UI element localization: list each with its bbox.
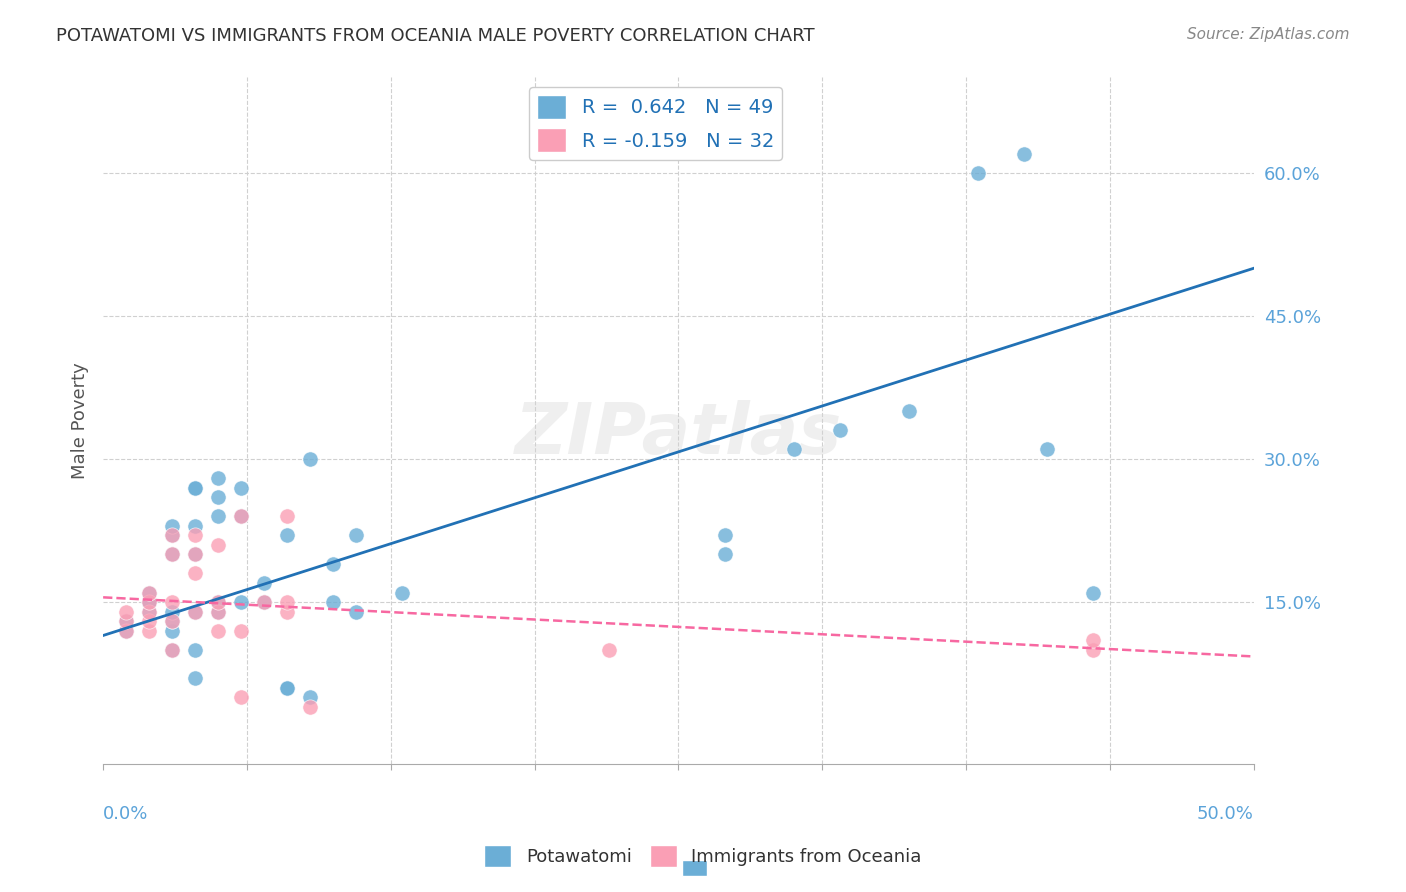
- Point: [231, 624, 253, 638]
- Text: 50.0%: 50.0%: [1197, 805, 1254, 823]
- Point: [160, 548, 183, 562]
- Point: [713, 528, 735, 542]
- Point: [344, 528, 367, 542]
- Point: [160, 605, 183, 619]
- Point: [160, 548, 183, 562]
- Point: [231, 481, 253, 495]
- Point: [276, 528, 298, 542]
- Point: [184, 605, 207, 619]
- Point: [138, 605, 160, 619]
- Point: [253, 576, 276, 591]
- Point: [253, 595, 276, 609]
- Point: [1081, 633, 1104, 648]
- Point: [322, 557, 344, 571]
- Point: [207, 490, 229, 504]
- Point: [115, 614, 138, 628]
- Point: [184, 605, 207, 619]
- Point: [299, 700, 322, 714]
- Point: [184, 518, 207, 533]
- Text: ZIPatlas: ZIPatlas: [515, 401, 842, 469]
- Point: [138, 595, 160, 609]
- Point: [1012, 146, 1035, 161]
- Point: [184, 548, 207, 562]
- Point: [160, 642, 183, 657]
- Point: [344, 605, 367, 619]
- Point: [1081, 585, 1104, 599]
- Point: [253, 595, 276, 609]
- Point: [897, 404, 920, 418]
- Point: [276, 595, 298, 609]
- Legend: R =  0.642   N = 49, R = -0.159   N = 32: R = 0.642 N = 49, R = -0.159 N = 32: [529, 87, 782, 160]
- Point: [598, 642, 620, 657]
- Point: [299, 690, 322, 705]
- Legend: Potawatomi, Immigrants from Oceania: Potawatomi, Immigrants from Oceania: [477, 838, 929, 874]
- Y-axis label: Male Poverty: Male Poverty: [72, 362, 89, 479]
- Point: [322, 595, 344, 609]
- Point: [115, 624, 138, 638]
- Point: [184, 672, 207, 686]
- Point: [207, 595, 229, 609]
- Point: [160, 528, 183, 542]
- Point: [160, 624, 183, 638]
- Point: [138, 585, 160, 599]
- Point: [276, 681, 298, 695]
- Point: [160, 528, 183, 542]
- Point: [138, 624, 160, 638]
- Point: [231, 509, 253, 524]
- Point: [966, 166, 988, 180]
- Point: [207, 605, 229, 619]
- Point: [276, 509, 298, 524]
- Point: [299, 452, 322, 467]
- Point: [138, 585, 160, 599]
- Point: [1035, 442, 1057, 457]
- Point: [828, 424, 851, 438]
- Point: [231, 509, 253, 524]
- Point: [115, 624, 138, 638]
- Point: [115, 605, 138, 619]
- Text: 0.0%: 0.0%: [103, 805, 149, 823]
- Point: [138, 605, 160, 619]
- Point: [184, 566, 207, 581]
- Point: [184, 528, 207, 542]
- Point: [231, 690, 253, 705]
- Point: [1081, 642, 1104, 657]
- Point: [160, 642, 183, 657]
- Text: POTAWATOMI VS IMMIGRANTS FROM OCEANIA MALE POVERTY CORRELATION CHART: POTAWATOMI VS IMMIGRANTS FROM OCEANIA MA…: [56, 27, 815, 45]
- Point: [138, 614, 160, 628]
- Point: [184, 548, 207, 562]
- Point: [184, 481, 207, 495]
- Point: [276, 605, 298, 619]
- Point: [713, 548, 735, 562]
- Point: [184, 642, 207, 657]
- Point: [207, 471, 229, 485]
- Point: [160, 614, 183, 628]
- Point: [138, 595, 160, 609]
- Point: [231, 595, 253, 609]
- Point: [115, 614, 138, 628]
- Point: [207, 595, 229, 609]
- Point: [184, 481, 207, 495]
- Point: [207, 509, 229, 524]
- Point: [207, 624, 229, 638]
- Point: [782, 442, 804, 457]
- Point: [160, 595, 183, 609]
- Point: [391, 585, 413, 599]
- Point: [207, 538, 229, 552]
- Point: [160, 614, 183, 628]
- Point: [207, 605, 229, 619]
- Text: Source: ZipAtlas.com: Source: ZipAtlas.com: [1187, 27, 1350, 42]
- Point: [138, 595, 160, 609]
- Point: [276, 681, 298, 695]
- Point: [160, 518, 183, 533]
